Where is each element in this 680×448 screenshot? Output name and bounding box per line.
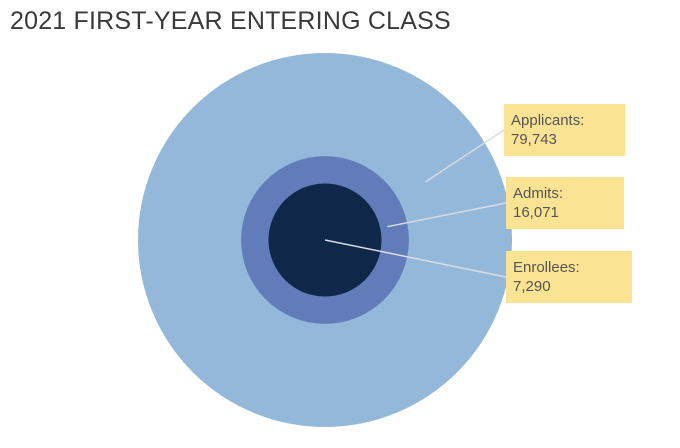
callout-box-applicants <box>504 104 625 156</box>
callout-label-applicants: Applicants: <box>511 112 584 129</box>
callout-value-enrollees: 7,290 <box>513 278 551 295</box>
leader-line-applicants <box>424 129 505 183</box>
leader-line-enrollees <box>324 239 507 278</box>
callout-label-enrollees: Enrollees: <box>513 259 580 276</box>
callout-admits: Admits: 16,071 <box>506 177 624 229</box>
callout-label-admits: Admits: <box>513 185 563 202</box>
callout-box-admits <box>506 177 624 229</box>
callout-enrollees: Enrollees: 7,290 <box>506 251 632 303</box>
chart-title: 2021 FIRST-YEAR ENTERING CLASS <box>10 7 451 35</box>
callout-applicants: Applicants: 79,743 <box>504 104 625 156</box>
callout-value-admits: 16,071 <box>513 204 559 221</box>
leader-line-admits <box>387 202 507 228</box>
callout-value-applicants: 79,743 <box>511 131 557 148</box>
callout-box-enrollees <box>506 251 632 303</box>
